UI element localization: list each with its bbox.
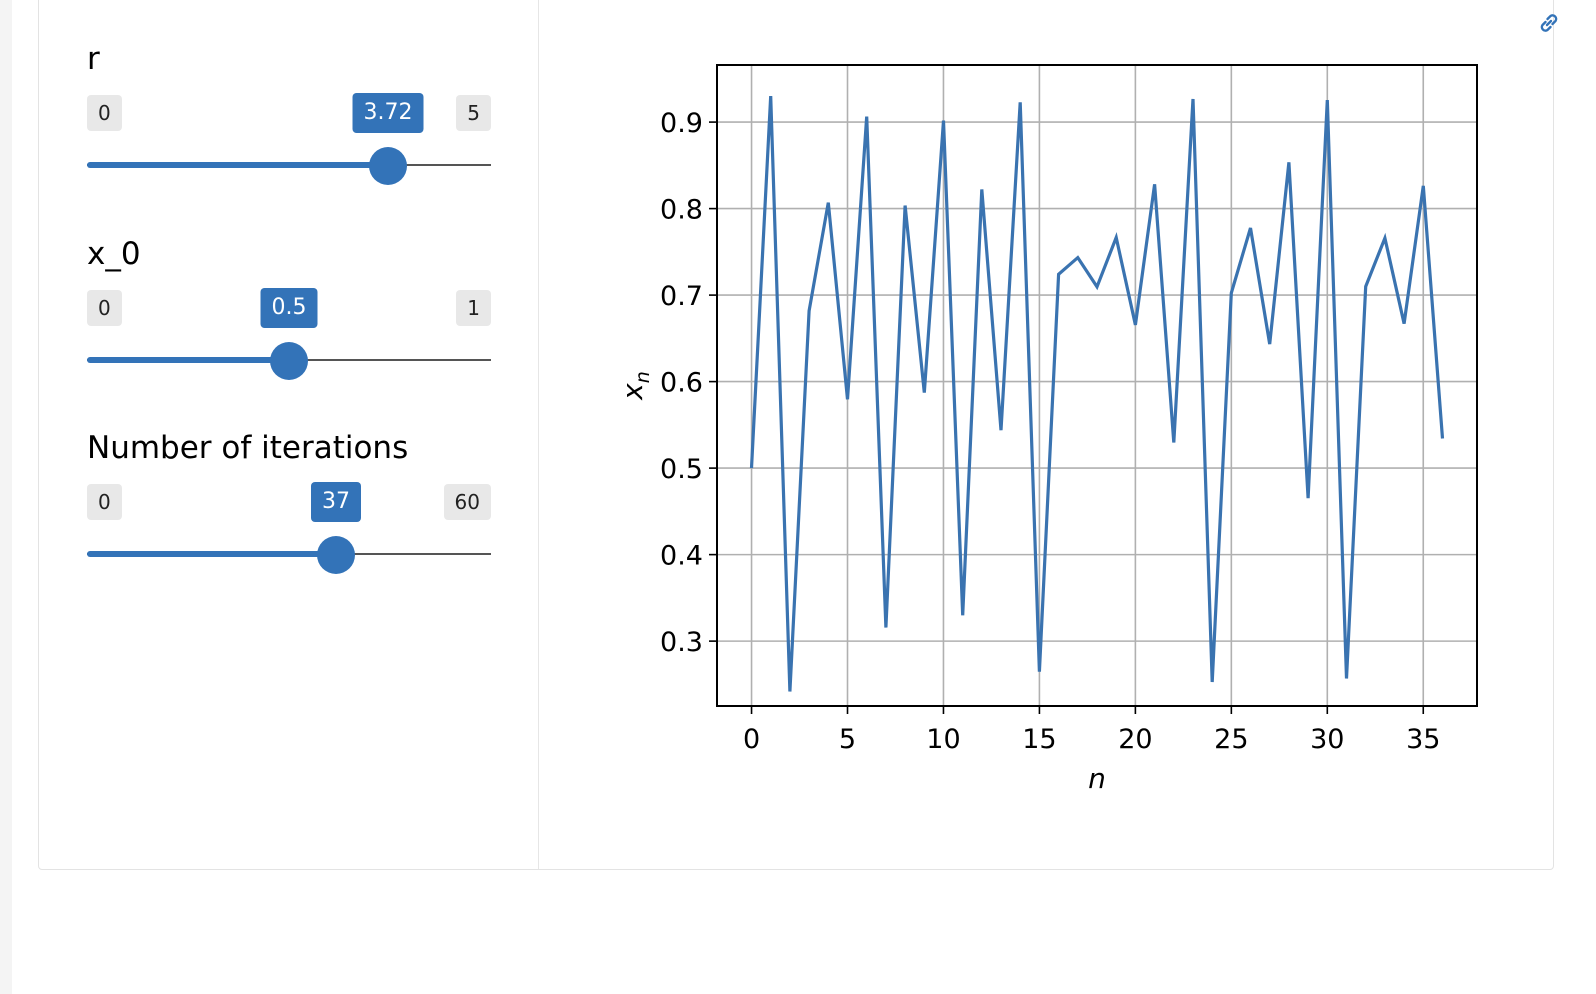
y-tick-label: 0.5: [660, 454, 703, 485]
y-tick-label: 0.6: [660, 368, 703, 399]
slider-iterations-handle[interactable]: [317, 536, 355, 574]
chart-grid: [717, 65, 1477, 706]
x-tick-label: 25: [1214, 724, 1248, 755]
slider-x0-fill: [87, 357, 289, 363]
link-icon[interactable]: [1534, 8, 1564, 38]
page-edge: [0, 0, 12, 994]
slider-iterations-min: 0: [87, 484, 122, 520]
x-tick-label: 30: [1310, 724, 1344, 755]
y-tick-label: 0.9: [660, 108, 703, 139]
slider-x0-max: 1: [456, 290, 491, 326]
x-tick-label: 20: [1118, 724, 1152, 755]
slider-r-handle[interactable]: [369, 147, 407, 185]
y-axis-label: xn: [616, 371, 654, 401]
slider-r-value: 3.72: [352, 93, 424, 133]
slider-r-max: 5: [456, 95, 491, 131]
x-tick-label: 10: [926, 724, 960, 755]
x-tick-label: 35: [1406, 724, 1440, 755]
slider-r: r 0 3.72 5: [87, 39, 491, 199]
chart-ticks: 0 5 10 15 20 25 30 35 0.3 0.4 0.5 0.6 0.7 0.8 0.9: [660, 108, 1440, 755]
slider-r-min: 0: [87, 95, 122, 131]
slider-x0-label: x_0: [87, 236, 141, 272]
slider-iterations-fill: [87, 551, 336, 557]
slider-r-fill: [87, 162, 388, 168]
plot-frame: [716, 64, 1478, 707]
slider-x0-handle[interactable]: [270, 342, 308, 380]
slider-r-label: r: [87, 41, 100, 77]
controls-sidebar: r 0 3.72 5 x_0 0 0.5 1 Number of iterati…: [39, 0, 539, 869]
slider-x0: x_0 0 0.5 1: [87, 234, 491, 394]
slider-x0-value: 0.5: [260, 288, 318, 328]
x-axis-label: n: [1088, 762, 1106, 795]
x-tick-label: 5: [839, 724, 856, 755]
slider-iterations-value: 37: [311, 482, 361, 522]
x-tick-label: 15: [1022, 724, 1056, 755]
slider-iterations: Number of iterations 0 37 60: [87, 428, 491, 588]
slider-iterations-max: 60: [443, 484, 491, 520]
y-tick-label: 0.8: [660, 195, 703, 226]
series-line: [749, 96, 1445, 692]
slider-iterations-label: Number of iterations: [87, 430, 409, 466]
y-tick-label: 0.7: [660, 281, 703, 312]
x-tick-label: 0: [743, 724, 760, 755]
logistic-map-chart: 0 5 10 15 20 25 30 35 0.3 0.4 0.5 0.6 0.7 0.8 0.9 n xn: [616, 64, 1478, 795]
app-card: r 0 3.72 5 x_0 0 0.5 1 Number of iterati…: [38, 0, 1554, 870]
slider-x0-min: 0: [87, 290, 122, 326]
y-tick-label: 0.4: [660, 541, 703, 572]
y-tick-label: 0.3: [660, 627, 703, 658]
